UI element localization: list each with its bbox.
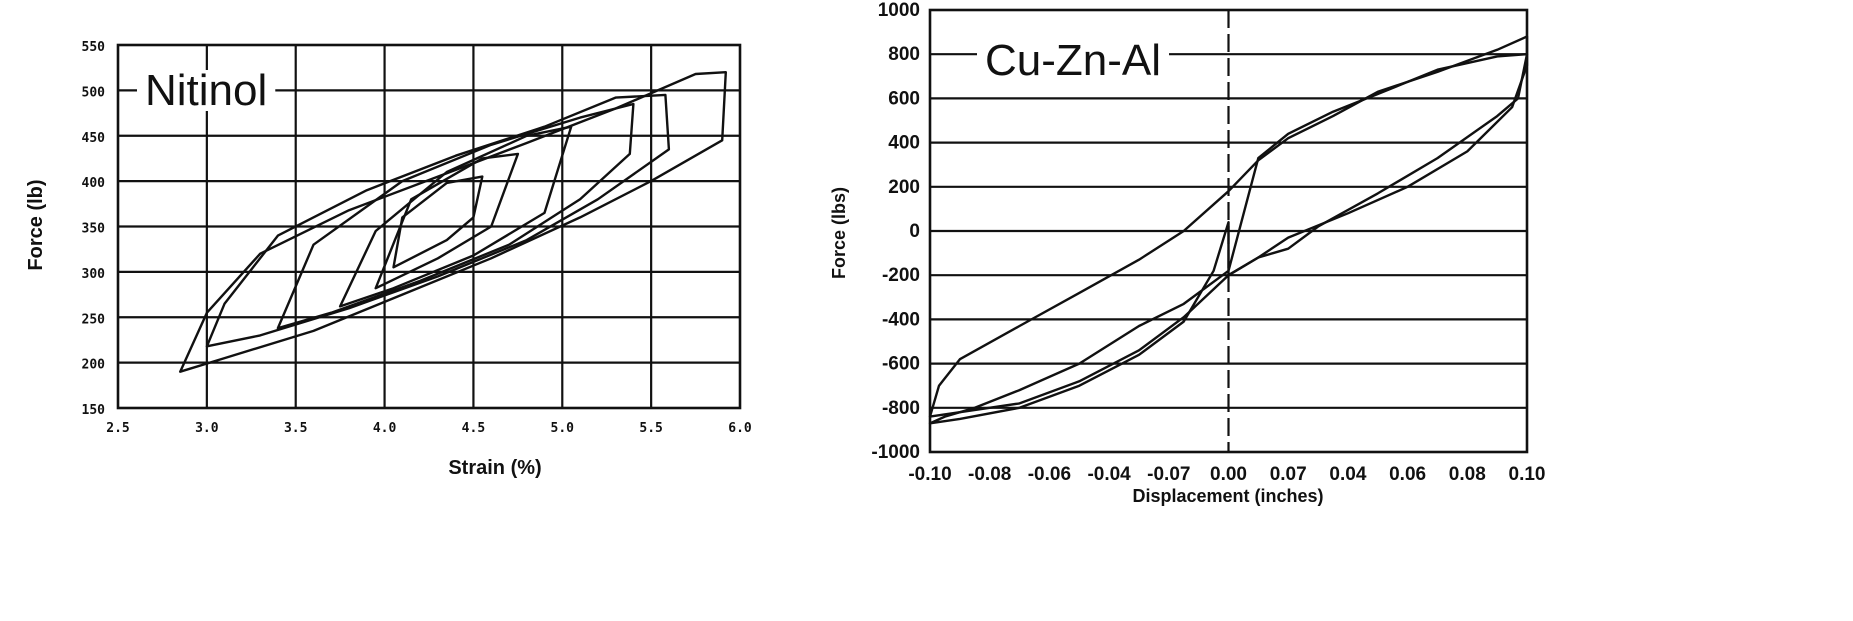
cuznal-y-tick-label: -800 <box>882 398 920 419</box>
cuznal-x-tick-label: 0.06 <box>1389 464 1426 485</box>
nitinol-y-tick-label: 350 <box>82 222 106 237</box>
cuznal-y-tick-label: -600 <box>882 354 920 375</box>
cuznal-x-ticks: -0.10 -0.08 -0.06 -0.04 -0.07 0.00 0.07 0.04 0.0… <box>908 464 1545 485</box>
nitinol-x-tick-label: 3.0 <box>195 421 219 436</box>
nitinol-y-tick-label: 400 <box>82 176 106 191</box>
cuznal-x-axis-label: Displacement (inches) <box>1132 486 1323 506</box>
nitinol-hysteresis-loop <box>338 125 573 308</box>
nitinol-y-tick-label: 150 <box>82 403 106 418</box>
cuznal-y-tick-label: 600 <box>888 88 920 109</box>
nitinol-hysteresis-loop <box>276 102 635 330</box>
nitinol-y-tick-label: 250 <box>82 312 106 327</box>
nitinol-y-tick-label: 200 <box>82 358 106 373</box>
nitinol-y-tick-label: 500 <box>82 85 106 100</box>
cuznal-y-tick-label: 800 <box>888 44 920 65</box>
nitinol-x-tick-label: 4.0 <box>373 421 397 436</box>
cuznal-x-tick-label: 0.00 <box>1210 464 1247 485</box>
cuznal-x-tick-label: 0.10 <box>1509 464 1546 485</box>
nitinol-x-ticks: 2.5 3.0 3.5 4.0 4.5 5.0 5.5 6.0 <box>106 421 752 436</box>
nitinol-y-axis-label: Force (lb) <box>25 179 47 270</box>
cuznal-x-tick-label: -0.07 <box>1147 464 1190 485</box>
cuznal-x-tick-label: -0.06 <box>1028 464 1071 485</box>
nitinol-hysteresis-loop <box>179 71 727 373</box>
cuznal-y-axis-label: Force (lbs) <box>829 187 849 279</box>
cuznal-x-tick-label: 0.04 <box>1329 464 1366 485</box>
cuznal-chart: -0.10 -0.08 -0.06 -0.04 -0.07 0.00 0.07 0.04 0.0… <box>829 0 1545 506</box>
cuznal-y-tick-label: 1000 <box>878 0 920 21</box>
cuznal-y-tick-label: 0 <box>909 221 920 242</box>
nitinol-hysteresis-loop <box>392 175 484 269</box>
cuznal-y-ticks: 1000 800 600 400 200 0 -200 -400 -600 -800 -1000 <box>871 0 920 463</box>
nitinol-x-tick-label: 5.5 <box>639 421 662 436</box>
nitinol-y-tick-label: 550 <box>82 40 106 55</box>
cuznal-y-tick-label: -200 <box>882 265 920 286</box>
nitinol-x-tick-label: 6.0 <box>728 421 752 436</box>
nitinol-x-axis-label: Strain (%) <box>448 457 541 479</box>
cuznal-hysteresis-loop <box>928 53 1529 425</box>
nitinol-y-ticks: 150 200 250 300 350 400 450 500 550 <box>82 40 106 418</box>
nitinol-y-tick-label: 450 <box>82 131 106 146</box>
cuznal-label: Cu-Zn-Al <box>985 36 1161 85</box>
cuznal-label-box: Cu-Zn-Al <box>977 36 1170 85</box>
nitinol-x-tick-label: 5.0 <box>551 421 575 436</box>
cuznal-y-tick-label: -400 <box>882 309 920 330</box>
cuznal-curves <box>928 35 1529 425</box>
cuznal-y-tick-label: 200 <box>888 177 920 198</box>
cuznal-x-tick-label: 0.08 <box>1449 464 1486 485</box>
cuznal-x-tick-label: -0.10 <box>908 464 951 485</box>
cuznal-x-tick-label: 0.07 <box>1270 464 1307 485</box>
nitinol-hysteresis-loop <box>374 152 520 290</box>
nitinol-curves <box>179 71 727 373</box>
cuznal-y-tick-label: 400 <box>888 133 920 154</box>
cuznal-x-tick-label: -0.04 <box>1087 464 1131 485</box>
nitinol-hysteresis-loop <box>205 93 671 348</box>
nitinol-plot-frame <box>116 43 742 410</box>
nitinol-x-tick-label: 2.5 <box>106 421 129 436</box>
nitinol-x-tick-label: 4.5 <box>462 421 485 436</box>
cuznal-plot-frame <box>928 8 1529 454</box>
cuznal-y-tick-label: -1000 <box>871 442 920 463</box>
nitinol-y-tick-label: 300 <box>82 267 106 282</box>
cuznal-x-tick-label: -0.08 <box>968 464 1011 485</box>
nitinol-label-box: Nitinol <box>137 66 276 115</box>
cuznal-hysteresis-loop <box>928 35 1529 418</box>
nitinol-label: Nitinol <box>145 66 267 115</box>
nitinol-x-tick-label: 3.5 <box>284 421 307 436</box>
nitinol-chart: 2.5 3.0 3.5 4.0 4.5 5.0 5.5 6.0 150 200 250 300 350… <box>25 40 752 479</box>
